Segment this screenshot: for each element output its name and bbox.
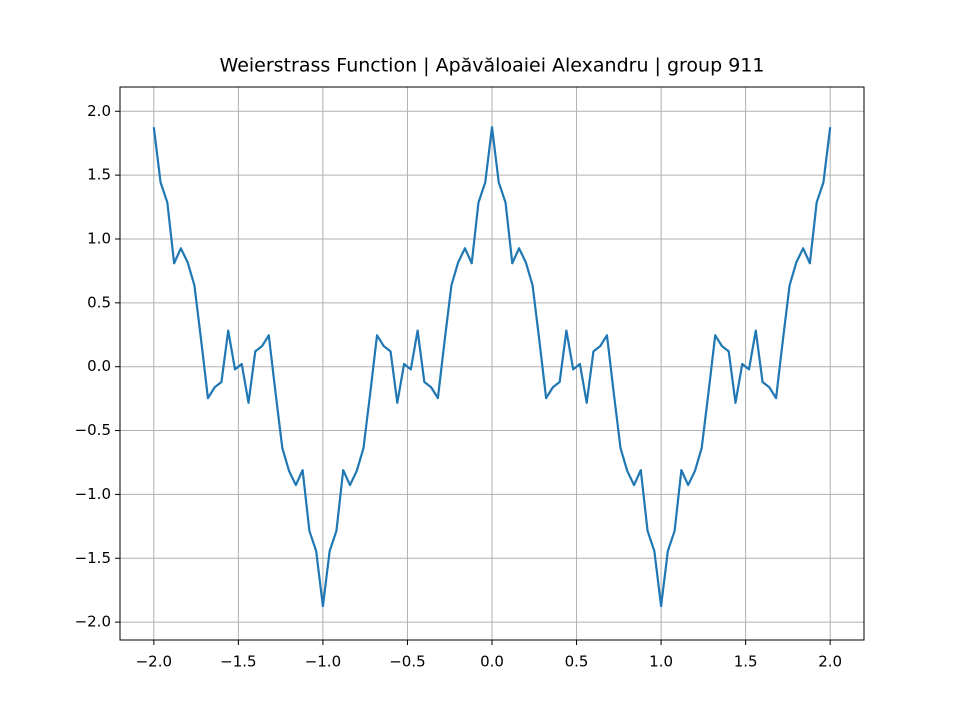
- chart-title: Weierstrass Function | Apăvăloaiei Alexa…: [220, 55, 765, 77]
- x-tick-label: 1.5: [734, 653, 758, 671]
- y-tick-label: 2.0: [87, 102, 111, 120]
- x-tick-label: 0.5: [565, 653, 589, 671]
- y-tick-label: 0.0: [87, 357, 111, 375]
- y-tick-label: 1.0: [87, 229, 111, 247]
- y-tick-label: −1.5: [75, 549, 111, 567]
- y-tick-label: −1.0: [75, 485, 111, 503]
- data-line: [152, 126, 832, 608]
- x-tick-label: −1.5: [220, 653, 256, 671]
- x-tick-label: 2.0: [818, 653, 842, 671]
- ticks: −2.0 −1.5 −1.0 −0.5 0.0 0.5 1.0 1.5 2.0 −2.0 −1.5 −…: [75, 102, 843, 671]
- y-tick-label: −2.0: [75, 613, 111, 631]
- x-tick-label: 1.0: [649, 653, 673, 671]
- x-tick-label: −0.5: [389, 653, 425, 671]
- plot-area: [152, 126, 832, 608]
- x-tick-label: 0.0: [480, 653, 504, 671]
- grid: [120, 87, 864, 640]
- y-tick-label: 1.5: [87, 166, 111, 184]
- x-tick-label: −2.0: [136, 653, 172, 671]
- y-tick-label: −0.5: [75, 421, 111, 439]
- y-tick-label: 0.5: [87, 293, 111, 311]
- x-tick-label: −1.0: [305, 653, 341, 671]
